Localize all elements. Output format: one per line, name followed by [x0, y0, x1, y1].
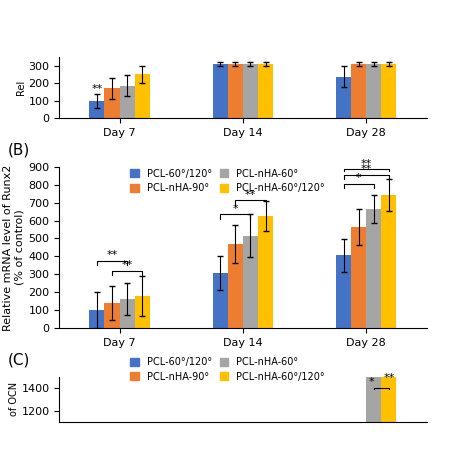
Bar [119, 299, 135, 328]
Bar [336, 255, 351, 328]
Bar [351, 227, 366, 328]
Bar [213, 273, 228, 328]
Bar [135, 296, 150, 328]
Bar [258, 64, 273, 118]
Bar [228, 244, 243, 328]
Text: **: ** [361, 159, 372, 169]
Bar [104, 303, 119, 328]
Text: **: ** [91, 84, 102, 94]
Text: **: ** [106, 250, 118, 260]
Text: *: * [368, 377, 374, 387]
Text: (B): (B) [8, 143, 30, 158]
Bar [228, 64, 243, 118]
Bar [366, 64, 382, 118]
Y-axis label: Relative mRNA level of Runx2
(% of control): Relative mRNA level of Runx2 (% of contr… [3, 164, 24, 330]
Y-axis label: of OCN: of OCN [9, 382, 18, 416]
Bar [90, 310, 104, 328]
Legend: PCL-60°/120°, PCL-nHA-90°, PCL-nHA-60°, PCL-nHA-60°/120°: PCL-60°/120°, PCL-nHA-90°, PCL-nHA-60°, … [130, 169, 325, 193]
Text: **: ** [245, 190, 256, 200]
Text: **: ** [121, 260, 133, 270]
Bar [382, 195, 396, 328]
Bar [213, 64, 228, 118]
Bar [258, 216, 273, 328]
Bar [336, 77, 351, 118]
Text: *: * [356, 173, 362, 183]
Bar [382, 281, 396, 422]
Text: **: ** [361, 164, 372, 174]
Text: **: ** [383, 374, 394, 383]
Bar [366, 209, 382, 328]
Text: (C): (C) [8, 352, 30, 367]
Bar [90, 100, 104, 118]
Bar [104, 88, 119, 118]
Bar [135, 74, 150, 118]
Bar [243, 64, 258, 118]
Bar [366, 290, 382, 422]
Y-axis label: Rel: Rel [16, 80, 26, 95]
Bar [351, 64, 366, 118]
Text: *: * [233, 204, 238, 214]
Bar [243, 236, 258, 328]
Bar [119, 86, 135, 118]
Bar [382, 64, 396, 118]
Legend: PCL-60°/120°, PCL-nHA-90°, PCL-nHA-60°, PCL-nHA-60°/120°: PCL-60°/120°, PCL-nHA-90°, PCL-nHA-60°, … [130, 357, 325, 382]
